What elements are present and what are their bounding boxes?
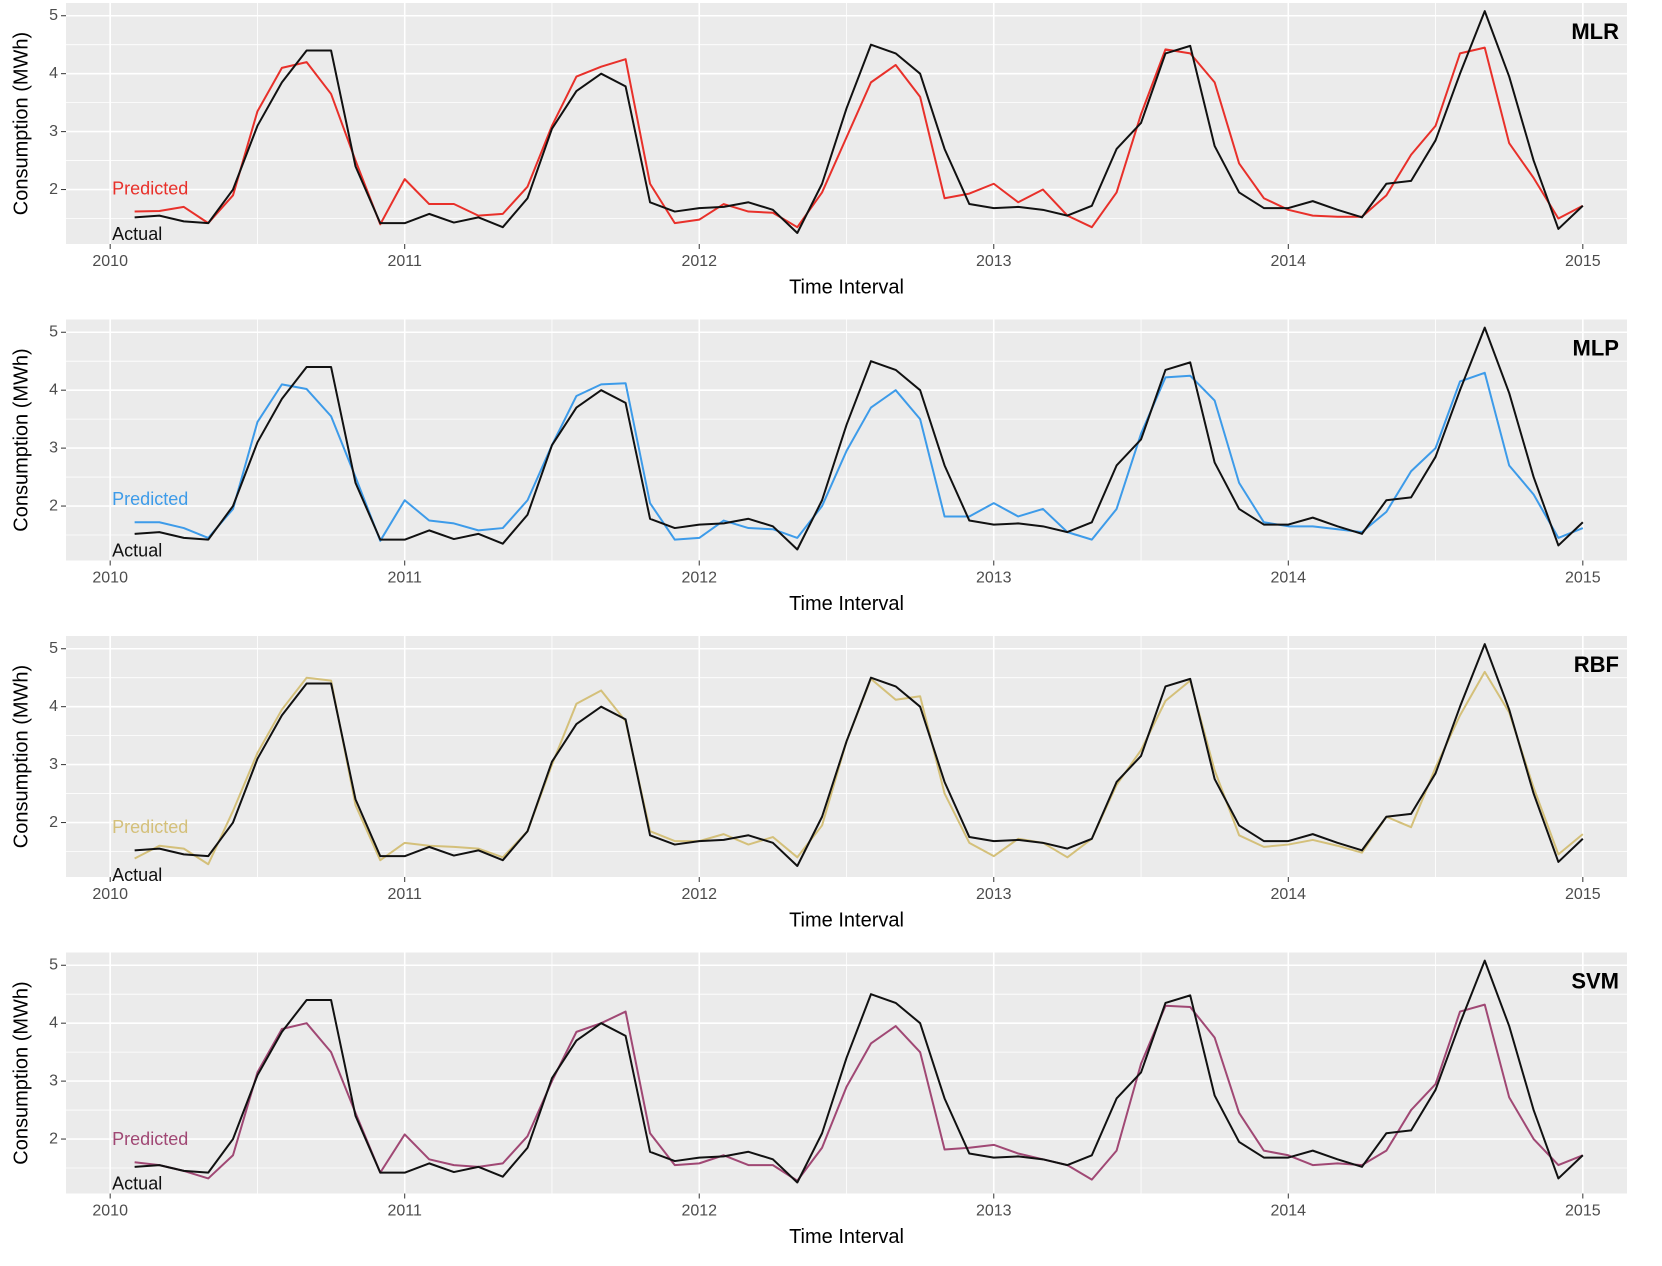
y-axis-title: Consumption (MWh) xyxy=(10,981,32,1164)
series-label: Actual xyxy=(112,1174,162,1194)
x-tick-label: 2010 xyxy=(92,253,128,270)
series-line xyxy=(134,643,1584,867)
x-tick-label: 2010 xyxy=(92,570,128,587)
y-tick-label: 3 xyxy=(49,123,58,140)
x-axis-title: Time Interval xyxy=(789,1226,904,1248)
y-tick-label: 4 xyxy=(49,698,58,715)
x-axis-title: Time Interval xyxy=(789,276,904,298)
x-tick-label: 2012 xyxy=(681,1203,717,1220)
x-tick-label: 2012 xyxy=(681,570,717,587)
panel-title: RBF xyxy=(1574,652,1619,677)
x-tick-label: 2012 xyxy=(681,886,717,903)
x-tick-label: 2011 xyxy=(388,253,423,270)
series-label: Actual xyxy=(112,224,162,244)
x-axis-title: Time Interval xyxy=(789,593,904,615)
x-tick-label: 2015 xyxy=(1565,1203,1601,1220)
y-tick-label: 3 xyxy=(49,1072,58,1089)
panel: 2010 2011 2012 2013 2014 2015 2 3 4 5 MLR Time Inte… xyxy=(10,3,1627,298)
series-line xyxy=(134,959,1584,1184)
series-label: Actual xyxy=(112,865,162,885)
x-tick-label: 2015 xyxy=(1565,253,1601,270)
x-tick-label: 2014 xyxy=(1270,253,1306,270)
x-tick-label: 2011 xyxy=(388,886,423,903)
y-tick-label: 5 xyxy=(49,7,58,24)
x-tick-label: 2011 xyxy=(388,1203,423,1220)
series-label: Predicted xyxy=(112,817,188,837)
y-tick-label: 3 xyxy=(49,439,58,456)
y-tick-label: 5 xyxy=(49,956,58,973)
y-tick-label: 4 xyxy=(49,381,58,398)
x-tick-label: 2015 xyxy=(1565,886,1601,903)
x-tick-label: 2012 xyxy=(681,253,717,270)
y-tick-label: 2 xyxy=(49,181,58,198)
series-line xyxy=(134,10,1584,234)
x-tick-label: 2015 xyxy=(1565,570,1601,587)
x-tick-label: 2014 xyxy=(1270,570,1306,587)
y-tick-label: 2 xyxy=(49,814,58,831)
panel-title: SVM xyxy=(1571,968,1619,993)
series-label: Predicted xyxy=(112,489,188,509)
panel: 2010 2011 2012 2013 2014 2015 2 3 4 5 RBF Time Inte… xyxy=(10,636,1627,931)
panel: 2010 2011 2012 2013 2014 2015 2 3 4 5 MLP Time Inte… xyxy=(10,319,1627,615)
y-tick-label: 4 xyxy=(49,1014,58,1031)
x-tick-label: 2013 xyxy=(976,253,1012,270)
y-axis-title: Consumption (MWh) xyxy=(10,348,32,531)
panel-title: MLP xyxy=(1573,335,1619,360)
y-axis-title: Consumption (MWh) xyxy=(10,32,32,215)
x-tick-label: 2010 xyxy=(92,1203,128,1220)
y-axis-title: Consumption (MWh) xyxy=(10,665,32,848)
panel-title: MLR xyxy=(1571,19,1619,44)
series-label: Predicted xyxy=(112,1129,188,1149)
y-tick-label: 4 xyxy=(49,65,58,82)
y-tick-label: 5 xyxy=(49,640,58,657)
x-tick-label: 2014 xyxy=(1270,1203,1306,1220)
y-tick-label: 3 xyxy=(49,756,58,773)
panel: 2010 2011 2012 2013 2014 2015 2 3 4 5 SVM Time Inte… xyxy=(10,952,1627,1248)
series-label: Actual xyxy=(112,541,162,561)
y-tick-label: 2 xyxy=(49,497,58,514)
series-line xyxy=(134,326,1584,551)
x-tick-label: 2013 xyxy=(976,1203,1012,1220)
x-tick-label: 2013 xyxy=(976,886,1012,903)
x-axis-title: Time Interval xyxy=(789,909,904,931)
x-tick-label: 2011 xyxy=(388,570,423,587)
series-label: Predicted xyxy=(112,178,188,198)
x-tick-label: 2013 xyxy=(976,570,1012,587)
y-tick-label: 5 xyxy=(49,323,58,340)
x-tick-label: 2014 xyxy=(1270,886,1306,903)
x-tick-label: 2010 xyxy=(92,886,128,903)
y-tick-label: 2 xyxy=(49,1130,58,1147)
